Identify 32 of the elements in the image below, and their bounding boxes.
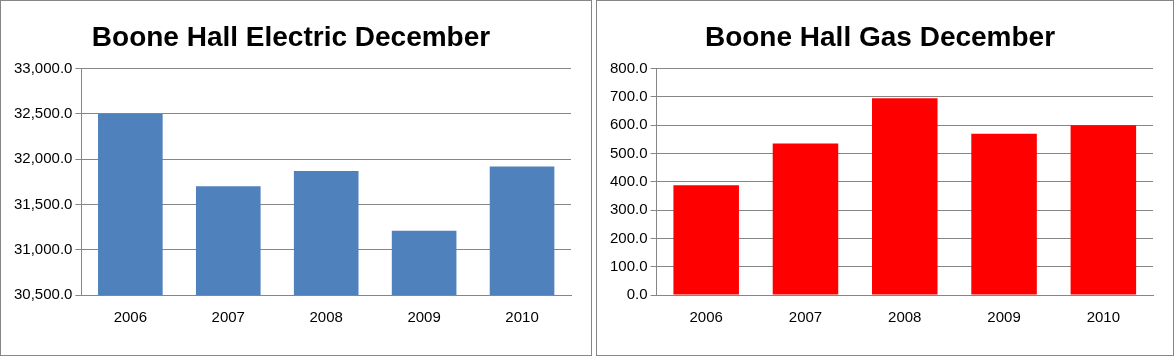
- bar: [1070, 125, 1137, 295]
- x-tick-label: 2008: [309, 308, 343, 326]
- bar: [772, 143, 839, 295]
- y-tick-label: 700.0: [609, 87, 648, 105]
- y-tick-label: 300.0: [609, 200, 648, 218]
- bar: [872, 98, 938, 295]
- y-tick-label: 32,500.0: [14, 104, 73, 122]
- y-tick-label: 31,000.0: [14, 239, 73, 257]
- y-tick-label: 600.0: [609, 115, 648, 133]
- x-tick-label: 2009: [407, 308, 441, 326]
- x-tick-label: 2006: [113, 308, 148, 326]
- x-tick-label: 2009: [987, 308, 1021, 326]
- y-tick-label: 400.0: [609, 171, 648, 189]
- x-tick-label: 2006: [689, 308, 723, 326]
- y-tick-label: 500.0: [609, 143, 648, 161]
- bar: [971, 133, 1037, 295]
- x-tick-label: 2007: [788, 308, 823, 326]
- x-tick-label: 2007: [211, 308, 245, 326]
- y-tick-label: 200.0: [609, 228, 648, 246]
- y-tick-label: 0.0: [626, 285, 648, 303]
- y-tick-label: 31,500.0: [14, 194, 73, 212]
- y-tick-label: 30,500.0: [14, 285, 73, 303]
- y-tick-label: 33,000.0: [14, 58, 73, 76]
- x-tick-label: 2010: [1086, 308, 1121, 326]
- x-tick-label: 2008: [888, 308, 922, 326]
- chart-title: Boone Hall Gas December: [704, 20, 1056, 52]
- chart-title: Boone Hall Electric December: [91, 20, 491, 52]
- y-tick-label: 32,000.0: [14, 149, 73, 167]
- bar: [673, 185, 739, 295]
- y-tick-label: 100.0: [609, 256, 648, 274]
- y-tick-label: 800.0: [609, 58, 648, 76]
- x-tick-label: 2010: [505, 308, 539, 326]
